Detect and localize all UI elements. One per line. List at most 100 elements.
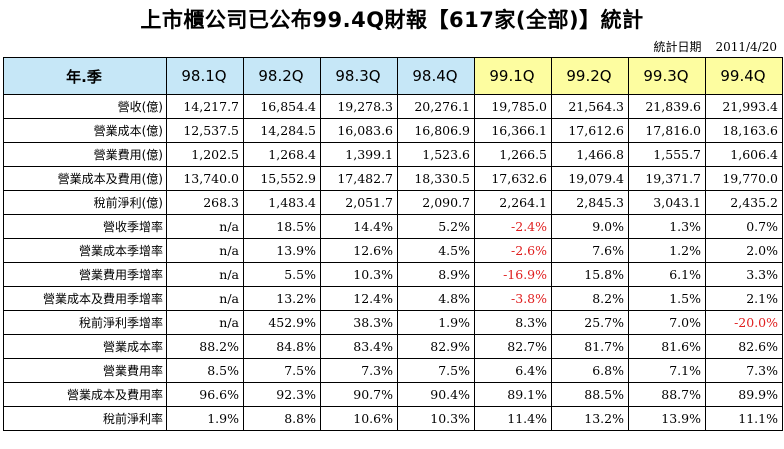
table-cell: 14,284.5	[243, 118, 321, 143]
table-row: 營業費用率 8.5% 7.5% 7.3% 7.5% 6.4% 6.8% 7.1% 7.3%	[3, 358, 783, 383]
table-cell: 8.8%	[243, 406, 321, 431]
table-cell: 8.5%	[166, 358, 244, 383]
table-cell: 7.3%	[320, 358, 398, 383]
stat-date-value: 2011/4/20	[715, 40, 777, 54]
table-cell: 13.9%	[628, 406, 706, 431]
row-label: 稅前淨利(億)	[3, 190, 167, 215]
table-cell: 1.9%	[166, 406, 244, 431]
table-cell: 18.5%	[243, 214, 321, 239]
stat-date-label: 統計日期	[653, 40, 702, 54]
table-cell: 0.7%	[705, 214, 783, 239]
table-cell: 19,770.0	[705, 166, 783, 191]
table-cell: 15.8%	[551, 262, 629, 287]
table-cell: 81.7%	[551, 334, 629, 359]
table-cell: 96.6%	[166, 382, 244, 407]
table-cell: 1,555.7	[628, 142, 706, 167]
table-cell: 12,537.5	[166, 118, 244, 143]
table-cell: -2.6%	[474, 238, 552, 263]
table-cell: 17,482.7	[320, 166, 398, 191]
table-cell: 88.5%	[551, 382, 629, 407]
table-cell: 10.6%	[320, 406, 398, 431]
table-cell: 7.0%	[628, 310, 706, 335]
table-cell: n/a	[166, 286, 244, 311]
table-cell: 18,163.6	[705, 118, 783, 143]
table-cell: 21,564.3	[551, 94, 629, 119]
table-cell: 38.3%	[320, 310, 398, 335]
table-cell: 7.5%	[397, 358, 475, 383]
header-quarter: 98.1Q	[166, 57, 244, 95]
table-cell: 3,043.1	[628, 190, 706, 215]
table-cell: 5.5%	[243, 262, 321, 287]
table-cell: 1,268.4	[243, 142, 321, 167]
table-row: 營收季增率 n/a 18.5% 14.4% 5.2% -2.4% 9.0% 1.3% 0.7%	[3, 214, 783, 239]
table-cell: n/a	[166, 214, 244, 239]
table-cell: 83.4%	[320, 334, 398, 359]
table-cell: 19,278.3	[320, 94, 398, 119]
table-cell: 452.9%	[243, 310, 321, 335]
table-cell: 19,785.0	[474, 94, 552, 119]
table-cell: 1.2%	[628, 238, 706, 263]
table-cell: 18,330.5	[397, 166, 475, 191]
table-cell: 2.1%	[705, 286, 783, 311]
financial-stats-table: 年.季 98.1Q 98.2Q 98.3Q 98.4Q 99.1Q 99.2Q …	[3, 57, 783, 431]
table-row: 營業成本季增率 n/a 13.9% 12.6% 4.5% -2.6% 7.6% 1.2% 2.0…	[3, 238, 783, 263]
page-title: 上市櫃公司已公布99.4Q財報【617家(全部)】統計	[140, 8, 644, 32]
table-cell: -3.8%	[474, 286, 552, 311]
table-cell: 14,217.7	[166, 94, 244, 119]
table-cell: 17,612.6	[551, 118, 629, 143]
table-cell: 14.4%	[320, 214, 398, 239]
table-row: 稅前淨利季增率 n/a 452.9% 38.3% 1.9% 8.3% 25.7% 7.0% -2…	[3, 310, 783, 335]
table-cell: 1,523.6	[397, 142, 475, 167]
table-cell: 2.0%	[705, 238, 783, 263]
table-cell: 10.3%	[320, 262, 398, 287]
table-cell: 6.4%	[474, 358, 552, 383]
table-row: 稅前淨利(億) 268.3 1,483.4 2,051.7 2,090.7 2,264.1…	[3, 190, 783, 215]
table-cell: 1,466.8	[551, 142, 629, 167]
table-cell: 89.1%	[474, 382, 552, 407]
table-cell: 2,435.2	[705, 190, 783, 215]
table-cell: 19,371.7	[628, 166, 706, 191]
table-row: 營業成本及費用率 96.6% 92.3% 90.7% 90.4% 89.1% 88.5% 88…	[3, 382, 783, 407]
table-cell: 82.6%	[705, 334, 783, 359]
stat-date-line: 統計日期 2011/4/20	[0, 38, 777, 55]
table-cell: 4.8%	[397, 286, 475, 311]
table-cell: 11.1%	[705, 406, 783, 431]
table-cell: -16.9%	[474, 262, 552, 287]
table-cell: 7.3%	[705, 358, 783, 383]
table-cell: 10.3%	[397, 406, 475, 431]
table-cell: 6.1%	[628, 262, 706, 287]
table-cell: 88.7%	[628, 382, 706, 407]
table-cell: 82.7%	[474, 334, 552, 359]
table-cell: 2,264.1	[474, 190, 552, 215]
table-cell: 16,366.1	[474, 118, 552, 143]
table-cell: n/a	[166, 262, 244, 287]
table-cell: 15,552.9	[243, 166, 321, 191]
table-cell: 81.6%	[628, 334, 706, 359]
table-cell: 268.3	[166, 190, 244, 215]
table-cell: 5.2%	[397, 214, 475, 239]
table-row: 營業費用(億) 1,202.5 1,268.4 1,399.1 1,523.6 1,266…	[3, 142, 783, 167]
table-cell: 1,202.5	[166, 142, 244, 167]
table-cell: 1,483.4	[243, 190, 321, 215]
header-quarter: 99.2Q	[551, 57, 629, 95]
table-cell: 82.9%	[397, 334, 475, 359]
table-cell: 21,839.6	[628, 94, 706, 119]
table-cell: 16,854.4	[243, 94, 321, 119]
table-cell: 9.0%	[551, 214, 629, 239]
table-cell: 1,399.1	[320, 142, 398, 167]
table-cell: 19,079.4	[551, 166, 629, 191]
row-label: 營收季增率	[3, 214, 167, 239]
row-label: 營業成本(億)	[3, 118, 167, 143]
table-cell: 3.3%	[705, 262, 783, 287]
table-cell: 1,266.5	[474, 142, 552, 167]
header-quarter: 99.1Q	[474, 57, 552, 95]
table-cell: 13.2%	[551, 406, 629, 431]
table-cell: 8.9%	[397, 262, 475, 287]
table-row: 營收(億) 14,217.7 16,854.4 19,278.3 20,276.1 19,…	[3, 94, 783, 119]
row-label: 營業費用率	[3, 358, 167, 383]
table-row: 稅前淨利率 1.9% 8.8% 10.6% 10.3% 11.4% 13.2% 13.9% 11…	[3, 406, 783, 431]
table-cell: 92.3%	[243, 382, 321, 407]
header-quarter: 98.2Q	[243, 57, 321, 95]
table-row: 營業成本率 88.2% 84.8% 83.4% 82.9% 82.7% 81.7% 81.6%…	[3, 334, 783, 359]
table-cell: 84.8%	[243, 334, 321, 359]
